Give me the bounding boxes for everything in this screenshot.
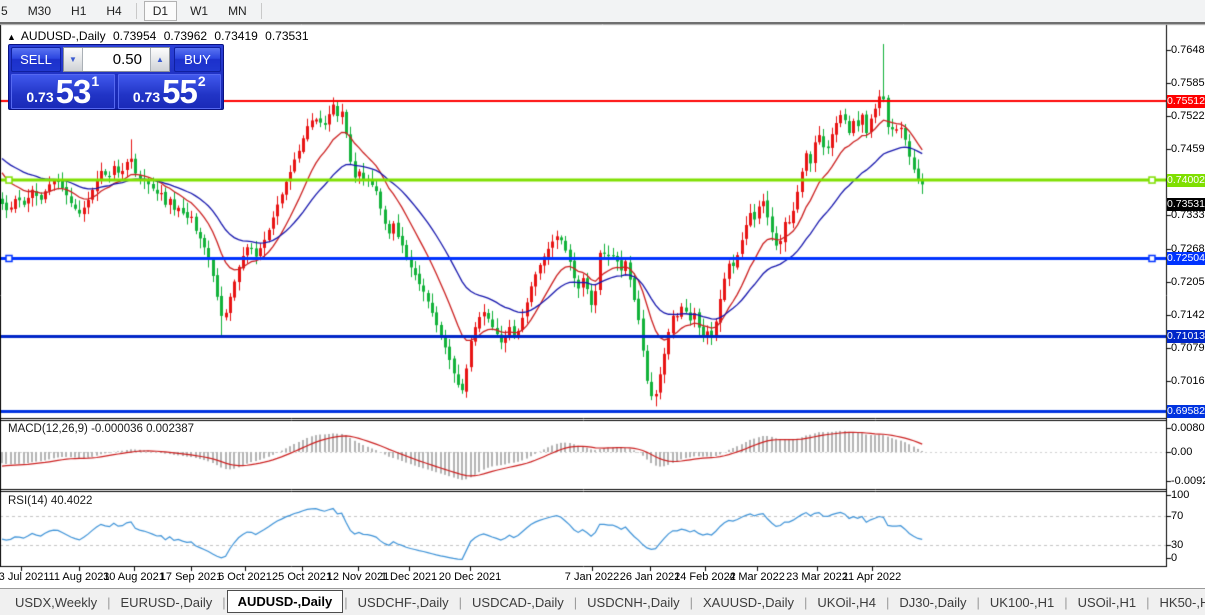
sell-button[interactable]: SELL [11,47,61,72]
tab-separator: | [885,594,890,610]
date-tick-label: 14 Feb 2022 [674,571,736,583]
timeframe-button-mn[interactable]: MN [228,4,247,18]
rsi-tick-label: 0 [1171,552,1178,564]
chart-tab-uk100-h1[interactable]: UK100-,H1 [989,594,1055,610]
chart-tab-usdx-weekly[interactable]: USDX,Weekly [15,594,98,610]
macd-indicator-label: MACD(12,26,9) -0.000036 0.002387 [8,423,195,435]
sell-quote-button[interactable]: 0.73 53 1 [11,74,115,109]
price-level-badge: 0.75512 [1167,94,1205,108]
ohlc-low: 0.73419 [214,29,258,43]
tab-separator: | [1064,594,1068,610]
date-tick-label: 1 Dec 2021 [380,571,438,583]
date-tick-label: 23 Jul 2021 [0,571,50,583]
timeframe-button-5[interactable]: 5 [1,4,8,18]
ohlc-high: 0.73962 [163,29,208,43]
timeframe-toolbar: 5 M30 H1 H4 D1 W1 MN [0,0,1205,24]
macd-tick-label: 0.008061 [1171,422,1205,434]
rsi-tick-label: 100 [1171,489,1190,501]
ohlc-open: 0.73954 [112,29,157,43]
buy-price-small: 0.73 [132,89,161,105]
rsi-tick-label: 30 [1171,539,1184,551]
tab-separator: | [458,594,463,610]
chart-tab-usoil-h1[interactable]: USOil-,H1 [1077,594,1137,610]
collapse-panel-icon[interactable]: ▲ [7,32,16,42]
tab-separator: | [222,594,226,610]
chart-tab-usdcad-daily[interactable]: USDCAD-,Daily [472,594,564,610]
buy-quote-button[interactable]: 0.73 55 2 [117,73,221,110]
date-tick-label: 25 Oct 2021 [272,571,332,583]
timeframe-button-h1[interactable]: H1 [71,4,87,18]
price-level-badge: 0.74002 [1167,173,1205,187]
volume-input[interactable]: 0.50 [83,48,150,71]
chart-tab-dj30-daily[interactable]: DJ30-,Daily [899,594,967,610]
chart-tab-bar: USDX,Weekly | EURUSD-,Daily | AUDUSD-,Daily |… [0,588,1205,615]
price-tick-label: 0.72055 [1171,276,1205,288]
price-tick-label: 0.71425 [1171,308,1205,321]
chart-tab-audusd-daily[interactable]: AUDUSD-,Daily [226,589,344,613]
date-tick-label: 11 Apr 2022 [842,571,902,583]
one-click-trading-panel: SELL ▼ 0.50 ▲ BUY 0.73 53 1 0.73 55 2 [8,44,224,110]
price-tick-label: 0.70795 [1171,341,1205,354]
sell-price-big: 53 [55,73,92,110]
price-level-badge: 0.73531 [1167,198,1205,212]
chart-symbol-label: AUDUSD-,Daily [20,29,106,43]
tab-separator: | [804,594,808,610]
toolbar-separator [135,3,137,19]
chart-tab-hk50-h1[interactable]: HK50-,H1 [1159,594,1205,610]
macd-tick-label: 0.00 [1171,446,1193,458]
timeframe-button-m30[interactable]: M30 [27,4,52,18]
price-tick-label: 0.70165 [1171,374,1205,387]
tab-separator: | [344,594,348,610]
tab-separator: | [689,594,694,610]
buy-price-sup: 2 [197,73,206,89]
rsi-tick-label: 70 [1171,510,1184,522]
date-tick-label: 7 Jan 2022 [564,571,620,583]
date-tick-label: 30 Aug 2021 [103,571,165,583]
timeframe-button-h4[interactable]: H4 [106,4,122,18]
buy-button[interactable]: BUY [174,47,221,72]
tab-separator: | [107,594,111,610]
volume-stepper: ▼ 0.50 ▲ [63,47,170,72]
buy-price-big: 55 [162,73,198,110]
timeframe-button-w1[interactable]: W1 [190,4,209,18]
chart-tab-ukoil-h4[interactable]: UKOil-,H4 [817,594,876,610]
date-tick-label: 6 Oct 2021 [218,571,272,583]
chart-tab-usdchf-daily[interactable]: USDCHF-,Daily [357,594,449,610]
date-tick-label: 4 Mar 2022 [729,571,785,583]
date-tick-label: 11 Aug 2021 [48,571,110,583]
volume-decrease-icon[interactable]: ▼ [64,48,83,71]
date-tick-label: 26 Jan 2022 [619,571,681,583]
tab-separator: | [976,594,980,610]
date-tick-label: 17 Sep 2021 [159,571,223,583]
date-tick-label: 12 Nov 2021 [326,571,390,583]
chart-tab-xauusd-daily[interactable]: XAUUSD-,Daily [703,594,795,610]
timeframe-button-d1[interactable]: D1 [143,1,178,21]
toolbar-separator [260,3,262,19]
price-level-badge: 0.69582 [1167,404,1205,418]
rsi-indicator-label: RSI(14) 40.4022 [8,495,93,507]
macd-tick-label: -0.00928 [1171,475,1205,487]
sell-price-sup: 1 [91,73,100,89]
chart-tab-eurusd-daily[interactable]: EURUSD-,Daily [120,594,213,610]
tab-separator: | [1146,594,1150,610]
chart-ohlc-header: ▲ AUDUSD-,Daily 0.73954 0.73962 0.73419 0… [7,29,313,43]
price-level-badge: 0.71013 [1167,330,1205,344]
tab-separator: | [573,594,578,610]
chart-tab-usdcnh-daily[interactable]: USDCNH-,Daily [587,594,680,610]
date-tick-label: 20 Dec 2021 [438,571,502,583]
date-tick-label: 23 Mar 2022 [786,571,848,583]
sell-price-small: 0.73 [26,89,54,105]
volume-increase-icon[interactable]: ▲ [150,48,169,71]
price-level-badge: 0.72504 [1167,251,1205,265]
ohlc-close: 0.73531 [265,29,309,43]
